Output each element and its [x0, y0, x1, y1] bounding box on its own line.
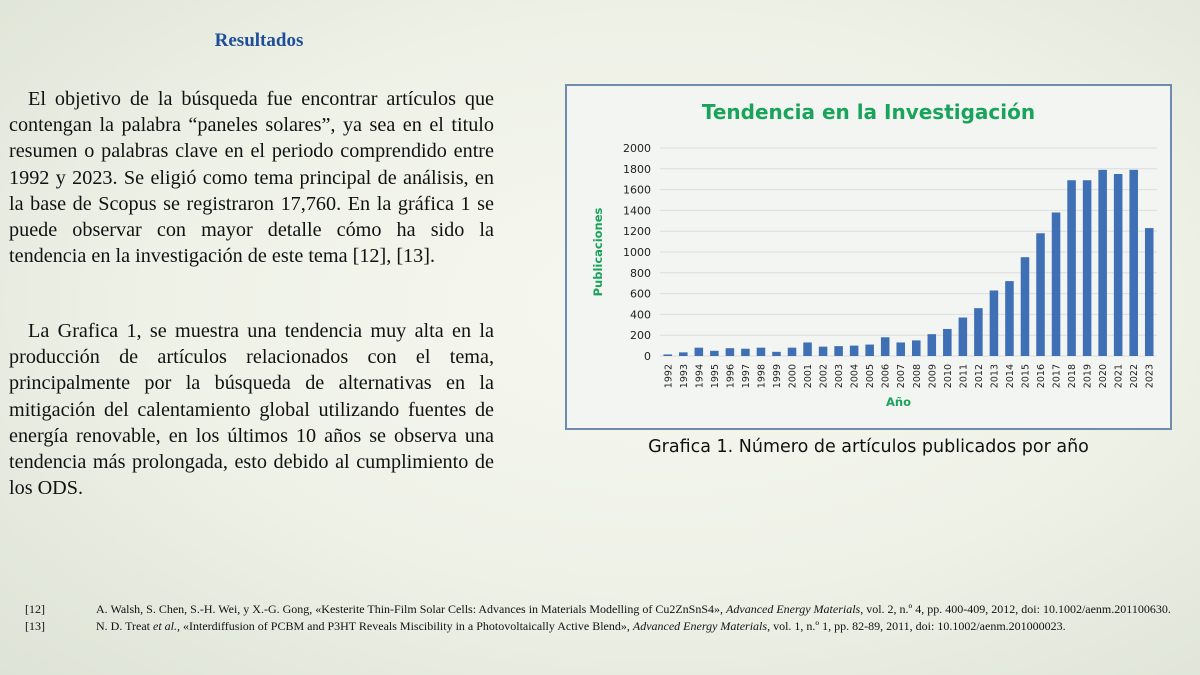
- bar: [974, 308, 983, 356]
- bar: [694, 347, 704, 356]
- bar: [725, 348, 735, 356]
- reference-etal: et al.: [153, 619, 178, 633]
- x-tick-label: 1995: [710, 364, 721, 388]
- paragraph-2: La Grafica 1, se muestra una tendencia m…: [9, 318, 494, 501]
- reference-journal: Advanced Energy Materials: [632, 619, 768, 633]
- bar: [1067, 180, 1076, 356]
- y-tick-label: 200: [630, 329, 651, 342]
- x-tick-label: 2015: [1020, 364, 1031, 388]
- reference-13: [13] N. D. Treat et al., «Interdiffusion …: [9, 618, 1189, 634]
- x-tick-label: 1999: [772, 364, 783, 388]
- bar: [1005, 281, 1014, 356]
- bar: [896, 342, 906, 356]
- references: [12] A. Walsh, S. Chen, S.-H. Wei, y X.-G…: [9, 601, 1189, 635]
- paragraph-1: El objetivo de la búsqueda fue encontrar…: [9, 86, 494, 269]
- bar: [1144, 228, 1154, 356]
- x-tick-label: 1993: [679, 364, 690, 388]
- x-tick-label: 2013: [989, 364, 1000, 388]
- x-tick-label: 1994: [694, 364, 705, 388]
- bar: [1113, 174, 1123, 356]
- reference-details: , vol. 1, n.º 1, pp. 82-89, 2011, doi: 1…: [767, 619, 1066, 633]
- y-tick-label: 400: [630, 308, 651, 321]
- y-tick-label: 1200: [623, 225, 651, 238]
- x-tick-label: 2017: [1052, 364, 1063, 388]
- x-tick-label: 2014: [1005, 364, 1016, 388]
- reference-number: [13]: [25, 619, 45, 633]
- section-heading: Resultados: [214, 30, 304, 51]
- bar: [849, 345, 859, 356]
- x-tick-label: 1998: [756, 364, 767, 388]
- x-tick-label: 2016: [1036, 364, 1047, 388]
- bar: [679, 352, 688, 356]
- x-tick-label: 2011: [958, 364, 969, 388]
- bar: [803, 342, 812, 356]
- x-tick-label: 2009: [927, 364, 938, 388]
- paragraph-1-text: El objetivo de la búsqueda fue encontrar…: [9, 88, 494, 268]
- bar: [834, 346, 843, 356]
- reference-12: [12] A. Walsh, S. Chen, S.-H. Wei, y X.-G…: [9, 601, 1189, 617]
- y-tick-label: 0: [644, 350, 651, 363]
- x-tick-label: 1997: [741, 364, 752, 388]
- bar: [1051, 212, 1061, 356]
- x-tick-label: 2002: [819, 364, 830, 388]
- x-tick-label: 2021: [1114, 364, 1125, 388]
- x-tick-label: 2010: [943, 364, 954, 388]
- bar: [1082, 180, 1092, 356]
- reference-details: , vol. 2, n.º 4, pp. 400-409, 2012, doi:…: [860, 602, 1171, 616]
- x-tick-label: 2018: [1067, 364, 1078, 388]
- bar: [710, 350, 719, 356]
- chart-frame: Tendencia en la Investigación 0 200 400 600…: [565, 84, 1172, 430]
- reference-text-middle: , «Interdiffusion of PCBM and P3HT Revea…: [177, 619, 633, 633]
- reference-number: [12]: [25, 602, 45, 616]
- x-tick-label: 2019: [1083, 364, 1094, 388]
- x-tick-label: 2012: [974, 364, 985, 388]
- bar: [818, 346, 828, 356]
- chart-caption: Grafica 1. Número de artículos publicado…: [648, 437, 1089, 457]
- x-tick-label: 2007: [896, 364, 907, 388]
- bar: [663, 354, 673, 356]
- bar: [880, 337, 890, 356]
- x-tick-label: 1992: [663, 364, 674, 388]
- chart-title: Tendencia en la Investigación: [701, 100, 1036, 124]
- bar: [1020, 257, 1030, 356]
- paragraph-2-text: La Grafica 1, se muestra una tendencia m…: [9, 320, 494, 500]
- x-tick-label: 2003: [834, 364, 845, 388]
- bar: [772, 351, 781, 356]
- x-tick-label: 1996: [725, 364, 736, 388]
- reference-text: N. D. Treat: [96, 619, 154, 633]
- bar: [911, 340, 921, 356]
- y-tick-label: 1800: [623, 163, 651, 176]
- bar: [1098, 169, 1107, 356]
- y-tick-label: 1400: [623, 204, 651, 217]
- x-tick-label: 2004: [850, 364, 861, 388]
- bar-chart: 0 200 400 600 800 1000 1200 1400 1600 1800 2000 199…: [591, 142, 1157, 409]
- x-tick-label: 2020: [1098, 364, 1109, 388]
- bar: [1036, 233, 1045, 356]
- y-tick-label: 1000: [623, 246, 651, 259]
- bar: [1129, 169, 1138, 356]
- x-tick-label: 2008: [912, 364, 923, 388]
- x-axis-label: Año: [886, 395, 911, 409]
- reference-text: A. Walsh, S. Chen, S.-H. Wei, y X.-G. Go…: [96, 602, 727, 616]
- x-tick-label: 2005: [865, 364, 876, 388]
- x-tick-label: 2000: [788, 364, 799, 388]
- reference-journal: Advanced Energy Materials: [726, 602, 861, 616]
- y-tick-label: 600: [630, 288, 651, 301]
- bar: [741, 348, 750, 356]
- x-tick-label: 2001: [803, 364, 814, 388]
- bar: [943, 328, 952, 356]
- bar: [865, 344, 874, 356]
- bar: [756, 347, 766, 356]
- bar: [989, 290, 999, 356]
- y-tick-label: 800: [630, 267, 651, 280]
- bar: [927, 334, 937, 356]
- bar: [958, 317, 968, 356]
- x-tick-label: 2023: [1145, 364, 1156, 388]
- bar: [787, 347, 797, 356]
- x-tick-label: 2006: [881, 364, 892, 388]
- y-tick-label: 2000: [623, 142, 651, 155]
- y-tick-label: 1600: [623, 184, 651, 197]
- y-axis-label: Publicaciones: [591, 207, 605, 296]
- x-tick-label: 2022: [1129, 364, 1140, 388]
